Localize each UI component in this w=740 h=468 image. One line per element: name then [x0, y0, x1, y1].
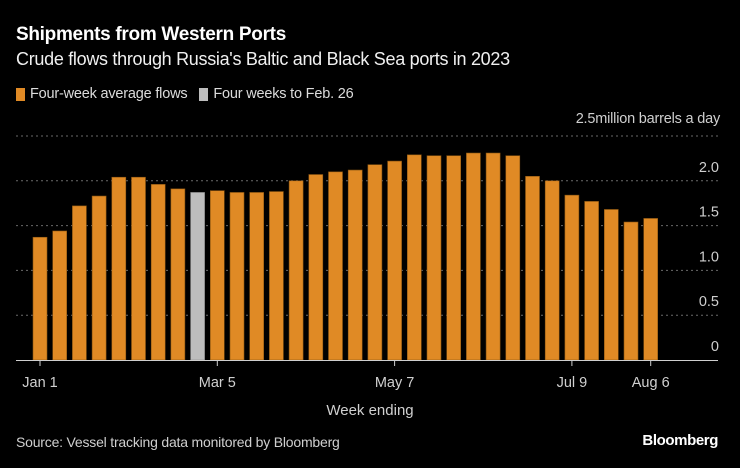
y-tick-label: 0 — [711, 339, 719, 355]
bar — [643, 218, 659, 361]
bar — [525, 176, 540, 361]
bar — [564, 194, 580, 361]
legend-swatch-gray — [199, 87, 209, 101]
x-tick-label: Jul 9 — [557, 375, 588, 391]
bar — [387, 160, 402, 361]
bar — [623, 221, 639, 361]
bar — [229, 192, 245, 361]
legend-swatch-orange — [16, 87, 25, 101]
bar — [328, 171, 343, 361]
source-note: Source: Vessel tracking data monitored b… — [16, 434, 340, 450]
bar-highlight — [190, 192, 205, 361]
bar — [584, 201, 599, 361]
bar — [466, 152, 481, 361]
y-tick-top: 2.5 — [575, 111, 596, 127]
x-tick-label: Aug 6 — [632, 375, 670, 391]
bar — [426, 155, 442, 361]
bar — [111, 176, 127, 361]
bar — [52, 230, 68, 361]
bar — [72, 205, 87, 361]
bar — [269, 191, 284, 361]
bar — [406, 154, 422, 361]
legend-label: Four-week average flows — [30, 86, 188, 102]
legend-label: Four weeks to Feb. 26 — [213, 86, 354, 102]
y-axis: 0 0.5 1.0 1.5 2.0 — [699, 160, 719, 355]
bar — [505, 155, 521, 361]
bar — [210, 190, 225, 361]
x-axis: Jan 1 Mar 5 May 7 Jul 9 Aug 6 — [16, 360, 718, 391]
chart-subtitle: Crude flows through Russia's Baltic and … — [16, 49, 510, 69]
bar — [131, 176, 146, 361]
legend-item-highlight: Four weeks to Feb. 26 — [199, 86, 354, 102]
y-tick-label: 2.0 — [699, 160, 719, 176]
bar — [544, 180, 560, 361]
bar — [91, 195, 107, 361]
bar — [249, 192, 264, 361]
y-axis-unit-label: 2.5million barrels a day — [575, 111, 721, 127]
legend-item-average: Four-week average flows — [16, 86, 188, 102]
x-axis-title: Week ending — [326, 402, 414, 419]
bar — [170, 188, 186, 361]
x-tick-label: Mar 5 — [199, 375, 236, 391]
bar — [32, 236, 48, 361]
legend: Four-week average flows Four weeks to Fe… — [16, 86, 365, 102]
bar — [308, 174, 324, 361]
y-tick-label: 0.5 — [699, 294, 719, 310]
bar — [347, 169, 363, 361]
bar — [367, 164, 383, 361]
bar — [288, 180, 304, 361]
bar — [485, 152, 501, 361]
bar — [446, 155, 462, 361]
y-tick-label: 1.0 — [699, 249, 719, 265]
bar-chart: Jan 1 Mar 5 May 7 Jul 9 Aug 6 0 0.5 1.0 1.5 2.0 — [16, 135, 719, 391]
x-tick-label: Jan 1 — [22, 375, 57, 391]
bars — [32, 152, 659, 361]
bar — [603, 209, 619, 361]
bar — [150, 184, 166, 361]
bloomberg-logo: Bloomberg — [642, 432, 718, 449]
unit-text: million barrels a day — [595, 111, 720, 127]
x-tick-label: May 7 — [375, 375, 415, 391]
chart-title: Shipments from Western Ports — [16, 24, 286, 45]
y-tick-label: 1.5 — [699, 205, 719, 221]
